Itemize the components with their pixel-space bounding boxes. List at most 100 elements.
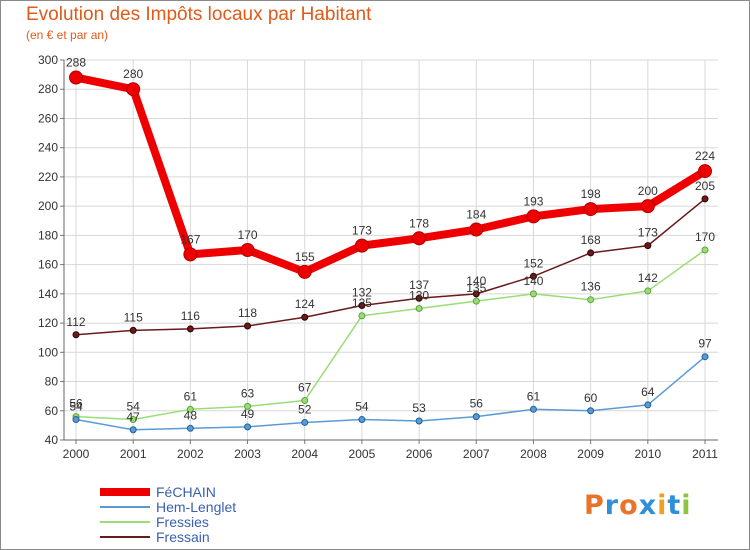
y-tick-label: 140 [38, 287, 58, 301]
data-label: 97 [698, 337, 712, 351]
data-label: 48 [184, 408, 198, 422]
data-label: 56 [69, 397, 83, 411]
data-label: 193 [523, 194, 543, 208]
logo-letter: x [638, 490, 658, 521]
data-label: 53 [412, 401, 426, 415]
data-point [301, 418, 309, 426]
data-point [358, 302, 366, 310]
data-label: 124 [295, 297, 315, 311]
legend-label: FéCHAIN [156, 484, 216, 500]
data-point [354, 238, 369, 253]
logo-letter: i [681, 490, 692, 521]
y-tick-label: 240 [38, 141, 58, 155]
x-tick-label: 2010 [634, 447, 661, 461]
data-point [529, 290, 537, 298]
data-point [183, 247, 198, 262]
data-label: 116 [181, 309, 200, 323]
data-point [301, 397, 309, 405]
y-tick-label: 200 [38, 199, 58, 213]
y-tick-label: 300 [38, 53, 58, 67]
data-point [583, 202, 598, 217]
data-point [129, 326, 137, 334]
x-tick-label: 2007 [463, 447, 490, 461]
y-tick-label: 80 [45, 375, 59, 389]
data-point [469, 222, 484, 237]
logo-letter: P [584, 490, 605, 521]
data-point [472, 297, 480, 305]
data-point [72, 331, 80, 339]
data-label: 173 [352, 224, 372, 238]
legend-label: Hem-Lenglet [156, 499, 236, 515]
data-point [358, 312, 366, 320]
data-point [644, 287, 652, 295]
proxiti-logo: Proxiti [584, 490, 692, 521]
data-point [129, 416, 137, 424]
data-label: 61 [527, 389, 541, 403]
data-point [415, 304, 423, 312]
y-tick-label: 160 [38, 258, 58, 272]
x-tick-label: 2005 [349, 447, 376, 461]
data-point [587, 249, 595, 257]
x-tick-label: 2003 [234, 447, 261, 461]
data-label: 60 [584, 391, 598, 405]
data-label: 115 [124, 310, 143, 324]
data-label: 198 [581, 187, 601, 201]
series-line [72, 73, 709, 276]
logo-letter: t [667, 490, 682, 521]
data-label: 168 [581, 233, 601, 247]
data-label: 56 [470, 397, 484, 411]
data-point [644, 401, 652, 409]
data-label: 63 [241, 386, 255, 400]
series-line [75, 249, 706, 421]
data-point [358, 416, 366, 424]
plot-area [64, 60, 718, 440]
logo-letter: o [619, 490, 639, 521]
data-label: 54 [69, 400, 83, 414]
data-point [244, 423, 252, 431]
data-point [701, 195, 709, 203]
data-label: 54 [355, 400, 369, 414]
data-point [698, 164, 712, 179]
legend-label: Fressies [156, 514, 209, 530]
data-label: 135 [466, 281, 486, 295]
data-point [587, 407, 595, 415]
y-tick-label: 60 [45, 404, 59, 418]
data-label: 64 [641, 385, 655, 399]
data-label: 142 [638, 271, 658, 285]
data-label: 61 [184, 389, 198, 403]
series-line [75, 198, 706, 336]
series-line [75, 355, 706, 431]
logo-letter: i [657, 490, 668, 521]
data-label: 224 [695, 149, 715, 163]
data-point [244, 322, 252, 330]
x-tick-label: 2000 [63, 447, 90, 461]
y-tick-label: 280 [38, 82, 58, 96]
data-point [644, 242, 652, 250]
data-point [69, 70, 83, 85]
data-point [701, 246, 709, 254]
x-tick-label: 2006 [406, 447, 433, 461]
data-label: 140 [523, 274, 543, 288]
data-label: 130 [409, 288, 429, 302]
data-label: 170 [695, 230, 715, 244]
data-label: 67 [298, 381, 312, 395]
data-point [129, 426, 137, 434]
data-label: 280 [123, 67, 143, 81]
y-tick-label: 100 [38, 345, 58, 359]
data-point [412, 231, 427, 246]
data-point [297, 264, 312, 279]
data-label: 184 [466, 208, 486, 222]
x-tick-label: 2011 [692, 447, 718, 461]
data-label: 132 [352, 286, 372, 300]
data-label: 136 [581, 280, 601, 294]
data-point [240, 243, 255, 257]
y-tick-label: 120 [38, 316, 58, 330]
data-label: 205 [695, 179, 715, 193]
data-label: 173 [638, 226, 658, 240]
data-label: 137 [409, 278, 429, 292]
data-point [587, 296, 595, 304]
y-tick-label: 40 [45, 433, 59, 447]
data-label: 54 [127, 400, 141, 414]
data-point [415, 294, 423, 302]
